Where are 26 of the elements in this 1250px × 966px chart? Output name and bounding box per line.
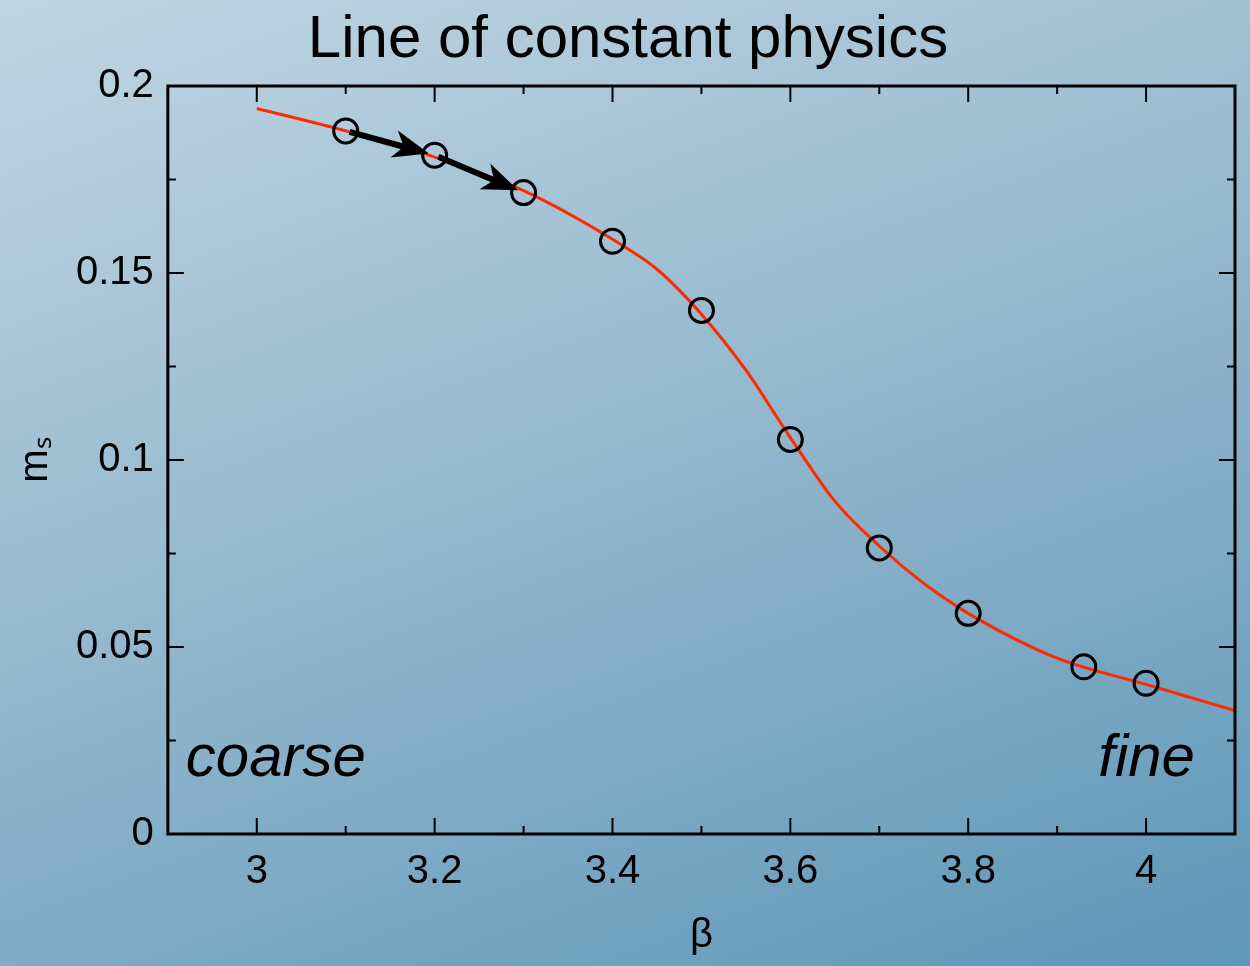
point <box>865 534 893 562</box>
point <box>421 141 449 169</box>
x-tick-label: 4 <box>1134 847 1158 892</box>
x-tick-label: 3.2 <box>406 847 463 892</box>
chart-title: Line of constant physics <box>307 2 949 70</box>
point <box>332 117 360 145</box>
point <box>687 296 715 324</box>
x-tick-label: 3 <box>245 847 268 892</box>
point <box>954 599 982 627</box>
x-tick-label: 3.4 <box>584 847 641 892</box>
y-tick-label: 0.1 <box>98 435 154 480</box>
y-tick-label: 0 <box>131 809 154 854</box>
x-tick-label: 3.8 <box>940 847 997 892</box>
point <box>510 179 538 207</box>
y-tick-label: 0.15 <box>75 248 154 293</box>
point <box>776 425 804 453</box>
y-tick-label: 0.2 <box>98 61 154 106</box>
annotation: coarse <box>185 722 366 789</box>
y-axis-title: mₛ <box>11 437 56 483</box>
point <box>1132 669 1160 697</box>
point <box>1070 653 1098 681</box>
x-axis-title: β <box>689 911 713 956</box>
y-tick-label: 0.05 <box>75 622 154 667</box>
annotation: fine <box>1098 722 1195 789</box>
point <box>599 227 626 255</box>
x-tick-label: 3.6 <box>762 847 819 892</box>
